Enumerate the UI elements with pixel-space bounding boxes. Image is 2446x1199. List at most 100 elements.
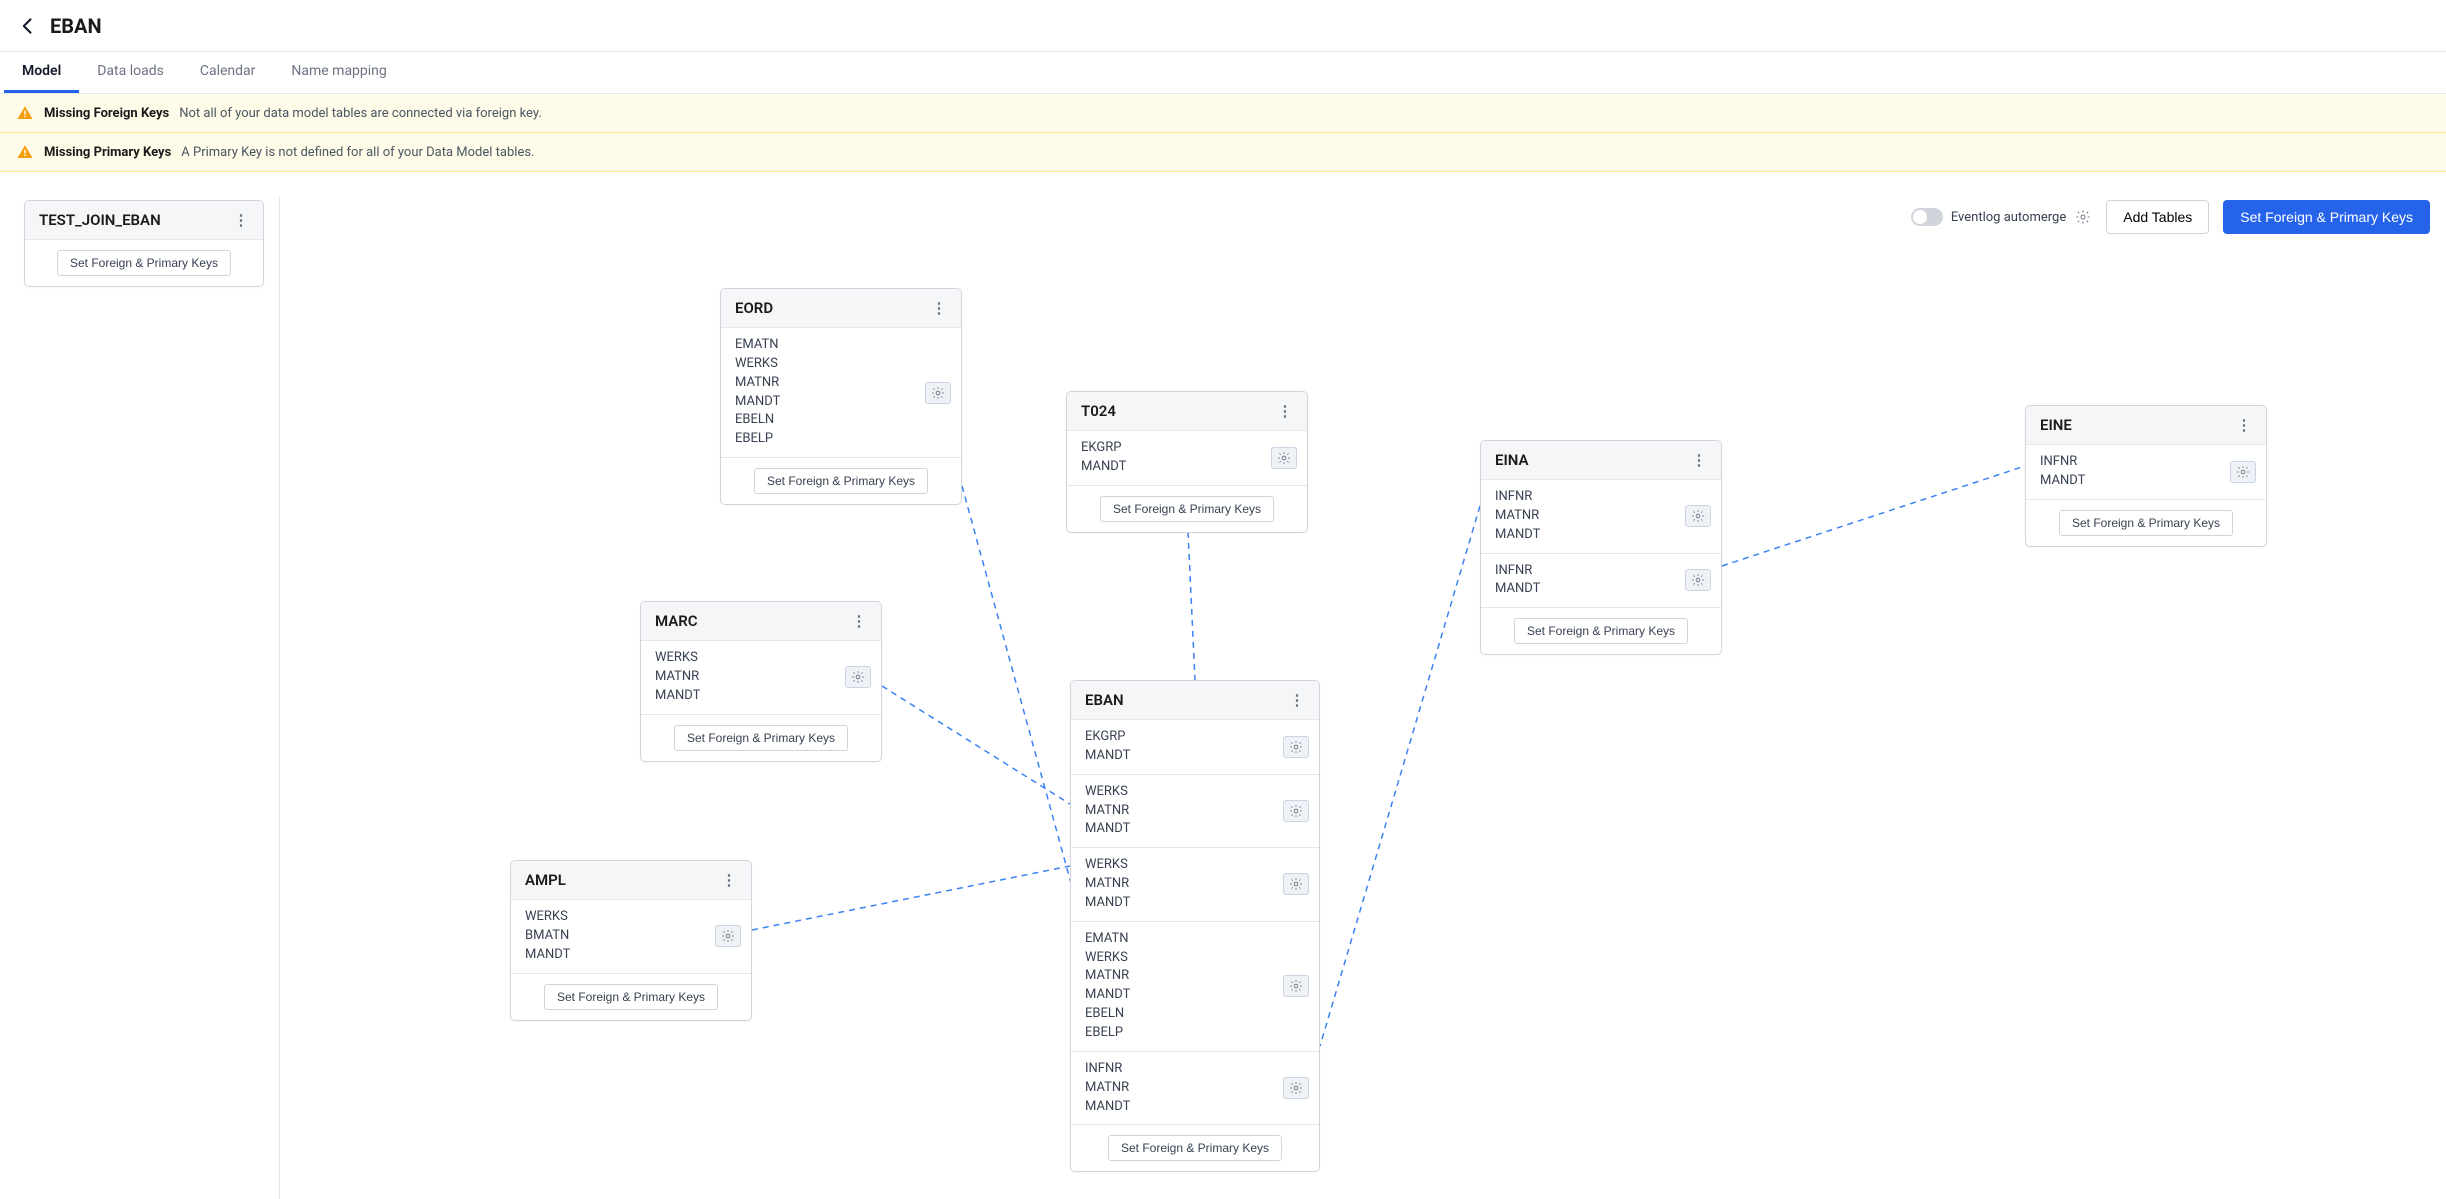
warning-description: A Primary Key is not defined for all of … (181, 145, 534, 160)
more-dots-icon[interactable]: ⋮ (721, 871, 737, 889)
tab-data-loads[interactable]: Data loads (79, 52, 182, 93)
table-field: MANDT (1085, 986, 1305, 1005)
table-field: INFNR (1495, 562, 1707, 581)
table-field: MANDT (1085, 1098, 1305, 1117)
table-node-title: MARC (655, 612, 698, 630)
table-field: WERKS (1085, 783, 1305, 802)
table-node-title: EINA (1495, 451, 1529, 469)
section-settings-gear-icon[interactable] (1283, 1077, 1309, 1099)
section-settings-gear-icon[interactable] (1283, 873, 1309, 895)
edge (1320, 506, 1480, 1046)
table-node-header: AMPL ⋮ (511, 861, 751, 900)
table-field: EMATN (735, 336, 947, 355)
more-dots-icon[interactable]: ⋮ (931, 299, 947, 317)
section-settings-gear-icon[interactable] (1685, 569, 1711, 591)
section-settings-gear-icon[interactable] (1283, 736, 1309, 758)
warning-banner: Missing Foreign Keys Not all of your dat… (0, 94, 2446, 133)
table-node-eine[interactable]: EINE ⋮ INFNRMANDT Set Foreign & Primary … (2025, 405, 2267, 547)
table-field: EBELN (1085, 1005, 1305, 1024)
table-field: MANDT (655, 687, 867, 706)
set-keys-button[interactable]: Set Foreign & Primary Keys (674, 725, 848, 751)
section-settings-gear-icon[interactable] (1685, 505, 1711, 527)
table-node-eord[interactable]: EORD ⋮ EMATNWERKSMATNRMANDTEBELNEBELP Se… (720, 288, 962, 505)
tab-model[interactable]: Model (4, 52, 79, 93)
table-field: INFNR (1495, 488, 1707, 507)
table-node-marc[interactable]: MARC ⋮ WERKSMATNRMANDT Set Foreign & Pri… (640, 601, 882, 762)
table-field: MANDT (1495, 526, 1707, 545)
table-node-header: EBAN ⋮ (1071, 681, 1319, 720)
tab-bar: ModelData loadsCalendarName mapping (0, 52, 2446, 94)
table-field: INFNR (1085, 1060, 1305, 1079)
set-keys-button[interactable]: Set Foreign & Primary Keys (57, 250, 231, 276)
more-dots-icon[interactable]: ⋮ (1289, 691, 1305, 709)
back-arrow-icon[interactable] (16, 14, 40, 38)
set-keys-button[interactable]: Set Foreign & Primary Keys (544, 984, 718, 1010)
table-field: MATNR (1085, 802, 1305, 821)
table-node-footer: Set Foreign & Primary Keys (25, 240, 263, 286)
section-settings-gear-icon[interactable] (715, 925, 741, 947)
table-section: WERKSMATNRMANDT (1071, 775, 1319, 849)
table-node-eban[interactable]: EBAN ⋮ EKGRPMANDTWERKSMATNRMANDTWERKSMAT… (1070, 680, 1320, 1172)
table-section: EKGRPMANDT (1071, 720, 1319, 775)
section-settings-gear-icon[interactable] (1271, 447, 1297, 469)
table-field: MANDT (1085, 894, 1305, 913)
table-field: MATNR (735, 374, 947, 393)
table-section: EKGRPMANDT (1067, 431, 1307, 486)
tab-name-mapping[interactable]: Name mapping (273, 52, 404, 93)
section-settings-gear-icon[interactable] (1283, 975, 1309, 997)
table-section: EMATNWERKSMATNRMANDTEBELNEBELP (1071, 922, 1319, 1052)
table-field: EKGRP (1081, 439, 1293, 458)
table-node-footer: Set Foreign & Primary Keys (1067, 486, 1307, 532)
set-keys-button[interactable]: Set Foreign & Primary Keys (1108, 1135, 1282, 1161)
table-field: MANDT (2040, 472, 2252, 491)
set-keys-button[interactable]: Set Foreign & Primary Keys (1514, 618, 1688, 644)
page-header: EBAN (0, 0, 2446, 52)
more-dots-icon[interactable]: ⋮ (233, 211, 249, 229)
edge (882, 686, 1070, 804)
table-field: EBELN (735, 411, 947, 430)
table-field: MATNR (1085, 1079, 1305, 1098)
warning-title: Missing Primary Keys (44, 145, 171, 160)
table-node-footer: Set Foreign & Primary Keys (721, 458, 961, 504)
table-node-test_join_eban[interactable]: TEST_JOIN_EBAN ⋮ Set Foreign & Primary K… (24, 200, 264, 287)
table-field: MANDT (1495, 580, 1707, 599)
edge (752, 866, 1070, 930)
table-field: WERKS (525, 908, 737, 927)
warning-title: Missing Foreign Keys (44, 106, 169, 121)
tab-calendar[interactable]: Calendar (182, 52, 274, 93)
more-dots-icon[interactable]: ⋮ (1277, 402, 1293, 420)
warning-triangle-icon (16, 143, 34, 161)
set-keys-button[interactable]: Set Foreign & Primary Keys (2059, 510, 2233, 536)
set-keys-button[interactable]: Set Foreign & Primary Keys (754, 468, 928, 494)
table-section: EMATNWERKSMATNRMANDTEBELNEBELP (721, 328, 961, 458)
section-settings-gear-icon[interactable] (2230, 461, 2256, 483)
table-field: EBELP (735, 430, 947, 449)
table-field: MANDT (1085, 820, 1305, 839)
table-section: INFNRMANDT (1481, 554, 1721, 609)
section-settings-gear-icon[interactable] (845, 666, 871, 688)
table-node-title: AMPL (525, 871, 566, 889)
more-dots-icon[interactable]: ⋮ (2236, 416, 2252, 434)
table-node-title: EORD (735, 299, 773, 317)
table-field: EBELP (1085, 1024, 1305, 1043)
table-field: MATNR (1495, 507, 1707, 526)
table-node-eina[interactable]: EINA ⋮ INFNRMATNRMANDTINFNRMANDT Set For… (1480, 440, 1722, 655)
section-settings-gear-icon[interactable] (1283, 800, 1309, 822)
table-node-ampl[interactable]: AMPL ⋮ WERKSBMATNMANDT Set Foreign & Pri… (510, 860, 752, 1021)
table-node-title: EBAN (1085, 691, 1124, 709)
table-node-header: MARC ⋮ (641, 602, 881, 641)
warning-banner: Missing Primary Keys A Primary Key is no… (0, 133, 2446, 172)
section-settings-gear-icon[interactable] (925, 382, 951, 404)
more-dots-icon[interactable]: ⋮ (851, 612, 867, 630)
table-node-title: EINE (2040, 416, 2072, 434)
table-field: MANDT (1081, 458, 1293, 477)
table-node-footer: Set Foreign & Primary Keys (1481, 608, 1721, 654)
table-field: EKGRP (1085, 728, 1305, 747)
set-keys-button[interactable]: Set Foreign & Primary Keys (1100, 496, 1274, 522)
table-node-header: EINE ⋮ (2026, 406, 2266, 445)
more-dots-icon[interactable]: ⋮ (1691, 451, 1707, 469)
edge (962, 486, 1080, 916)
table-field: MATNR (1085, 875, 1305, 894)
table-section: INFNRMATNRMANDT (1071, 1052, 1319, 1126)
table-node-t024[interactable]: T024 ⋮ EKGRPMANDT Set Foreign & Primary … (1066, 391, 1308, 533)
